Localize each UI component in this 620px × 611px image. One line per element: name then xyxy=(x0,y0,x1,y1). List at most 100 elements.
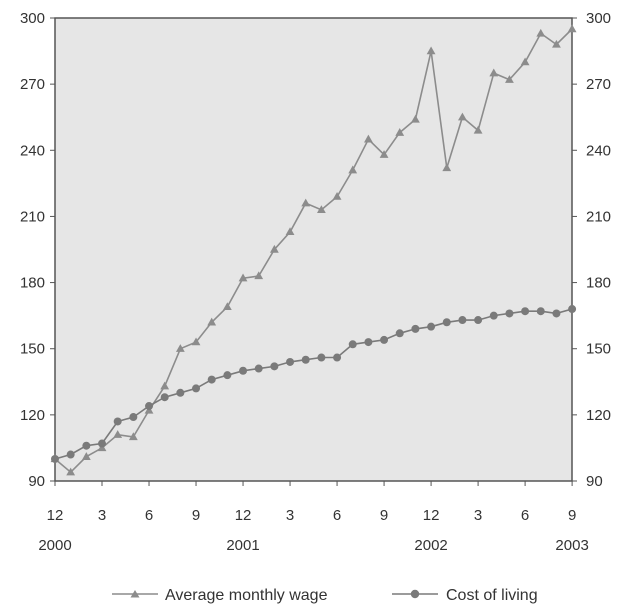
cost-of-living-point xyxy=(145,402,154,411)
wage-point xyxy=(128,432,138,441)
x-tick-month-label: 9 xyxy=(380,507,388,524)
cost-of-living-point xyxy=(411,324,420,333)
cost-of-living-point xyxy=(82,441,91,450)
wage-point xyxy=(332,191,342,200)
wage-point xyxy=(348,165,358,174)
x-tick-month-label: 6 xyxy=(145,507,153,524)
wage-point xyxy=(520,57,530,66)
cost-of-living-point xyxy=(489,311,498,320)
wage-point xyxy=(285,227,295,236)
left-y-tick-label: 210 xyxy=(20,208,45,225)
cost-of-living-point xyxy=(395,329,404,338)
legend-wage-triangle-icon xyxy=(130,590,140,598)
wage-point xyxy=(316,205,326,214)
x-tick-month-label: 12 xyxy=(47,507,64,524)
cost-of-living-point xyxy=(458,316,467,325)
right-y-axis: 90 120 150 180 210 240 270 300 xyxy=(572,10,611,490)
x-tick-month-label: 9 xyxy=(192,507,200,524)
cost-of-living-point xyxy=(552,309,561,318)
cost-of-living-point xyxy=(192,384,201,393)
x-tick-year-label: 2002 xyxy=(414,537,447,554)
plot-area xyxy=(54,17,573,482)
cost-of-living-point xyxy=(129,413,138,422)
wage-point xyxy=(364,134,373,143)
cost-of-living-point xyxy=(223,371,232,380)
wage-point xyxy=(536,28,546,37)
legend-cost-label: Cost of living xyxy=(446,587,538,604)
cost-of-living-point xyxy=(301,355,310,364)
left-y-tick-label: 270 xyxy=(20,76,45,93)
wage-point xyxy=(473,125,483,134)
cost-of-living-point xyxy=(380,335,389,344)
left-y-tick-label: 120 xyxy=(20,407,45,424)
x-tick-month-label: 3 xyxy=(286,507,294,524)
left-y-tick-label: 90 xyxy=(28,473,45,490)
cost-of-living-point xyxy=(521,307,530,316)
series-layer xyxy=(50,24,577,476)
x-tick-month-label: 6 xyxy=(333,507,341,524)
wage-point xyxy=(552,39,561,48)
cost-of-living-point xyxy=(254,364,263,373)
legend-item-wage: Average monthly wage xyxy=(112,587,328,604)
cost-of-living-point xyxy=(160,393,169,402)
x-axis: 12 2000 3 6 9 12 2001 3 6 9 12 2002 3 6 9 2003 xyxy=(38,481,589,554)
series-line-cost-of-living xyxy=(54,308,573,460)
x-tick-year-label: 2003 xyxy=(555,537,588,554)
legend-item-cost: Cost of living xyxy=(392,587,538,604)
right-y-tick-label: 90 xyxy=(586,473,603,490)
x-tick-year-label: 2001 xyxy=(226,537,259,554)
wage-point xyxy=(113,430,123,438)
legend-wage-label: Average monthly wage xyxy=(165,587,328,604)
wage-point xyxy=(442,163,452,172)
x-tick-month-label: 9 xyxy=(568,507,576,524)
cost-of-living-point xyxy=(239,366,248,375)
cost-of-living-point xyxy=(442,318,451,327)
legend-cost-circle-icon xyxy=(410,589,420,599)
cost-of-living-point xyxy=(207,375,216,384)
wage-point xyxy=(222,302,232,311)
wage-point xyxy=(505,75,514,83)
right-y-tick-label: 210 xyxy=(586,208,611,225)
left-y-tick-label: 300 xyxy=(20,10,45,27)
left-y-tick-label: 240 xyxy=(20,142,45,159)
cost-of-living-point xyxy=(176,388,185,397)
wage-point xyxy=(175,344,185,352)
x-tick-month-label: 12 xyxy=(235,507,252,524)
wage-point xyxy=(81,452,91,460)
cost-of-living-point xyxy=(364,338,373,347)
right-y-tick-label: 270 xyxy=(586,76,611,93)
wage-point xyxy=(191,337,201,346)
cost-of-living-point xyxy=(51,454,59,463)
wage-point xyxy=(489,68,499,77)
x-tick-year-label: 2000 xyxy=(38,537,71,554)
right-y-tick-label: 300 xyxy=(586,10,611,27)
cost-of-living-point xyxy=(505,309,514,318)
cost-of-living-point xyxy=(270,362,279,371)
cost-of-living-point xyxy=(474,316,483,325)
right-y-tick-label: 120 xyxy=(586,407,611,424)
cost-of-living-point xyxy=(98,439,107,448)
cost-of-living-point xyxy=(427,322,436,331)
cost-of-living-point xyxy=(317,353,326,362)
wage-point xyxy=(254,271,264,280)
legend: Average monthly wage Cost of living xyxy=(112,587,538,604)
left-y-axis: 90 120 150 180 210 240 270 300 xyxy=(20,10,55,490)
left-y-tick-label: 150 xyxy=(20,341,45,358)
wage-point xyxy=(395,128,405,136)
wage-point xyxy=(269,244,279,253)
cost-of-living-point xyxy=(536,307,545,316)
wage-point xyxy=(238,273,248,282)
wage-point xyxy=(207,317,217,326)
x-tick-month-label: 3 xyxy=(98,507,106,524)
x-tick-month-label: 3 xyxy=(474,507,482,524)
series-line-wage xyxy=(54,28,573,474)
right-y-tick-label: 150 xyxy=(586,341,611,358)
wage-point xyxy=(567,24,577,33)
x-tick-month-label: 12 xyxy=(423,507,440,524)
wage-point xyxy=(458,112,467,121)
cost-of-living-point xyxy=(333,353,342,362)
wage-point xyxy=(301,198,311,207)
right-y-tick-label: 240 xyxy=(586,142,611,159)
